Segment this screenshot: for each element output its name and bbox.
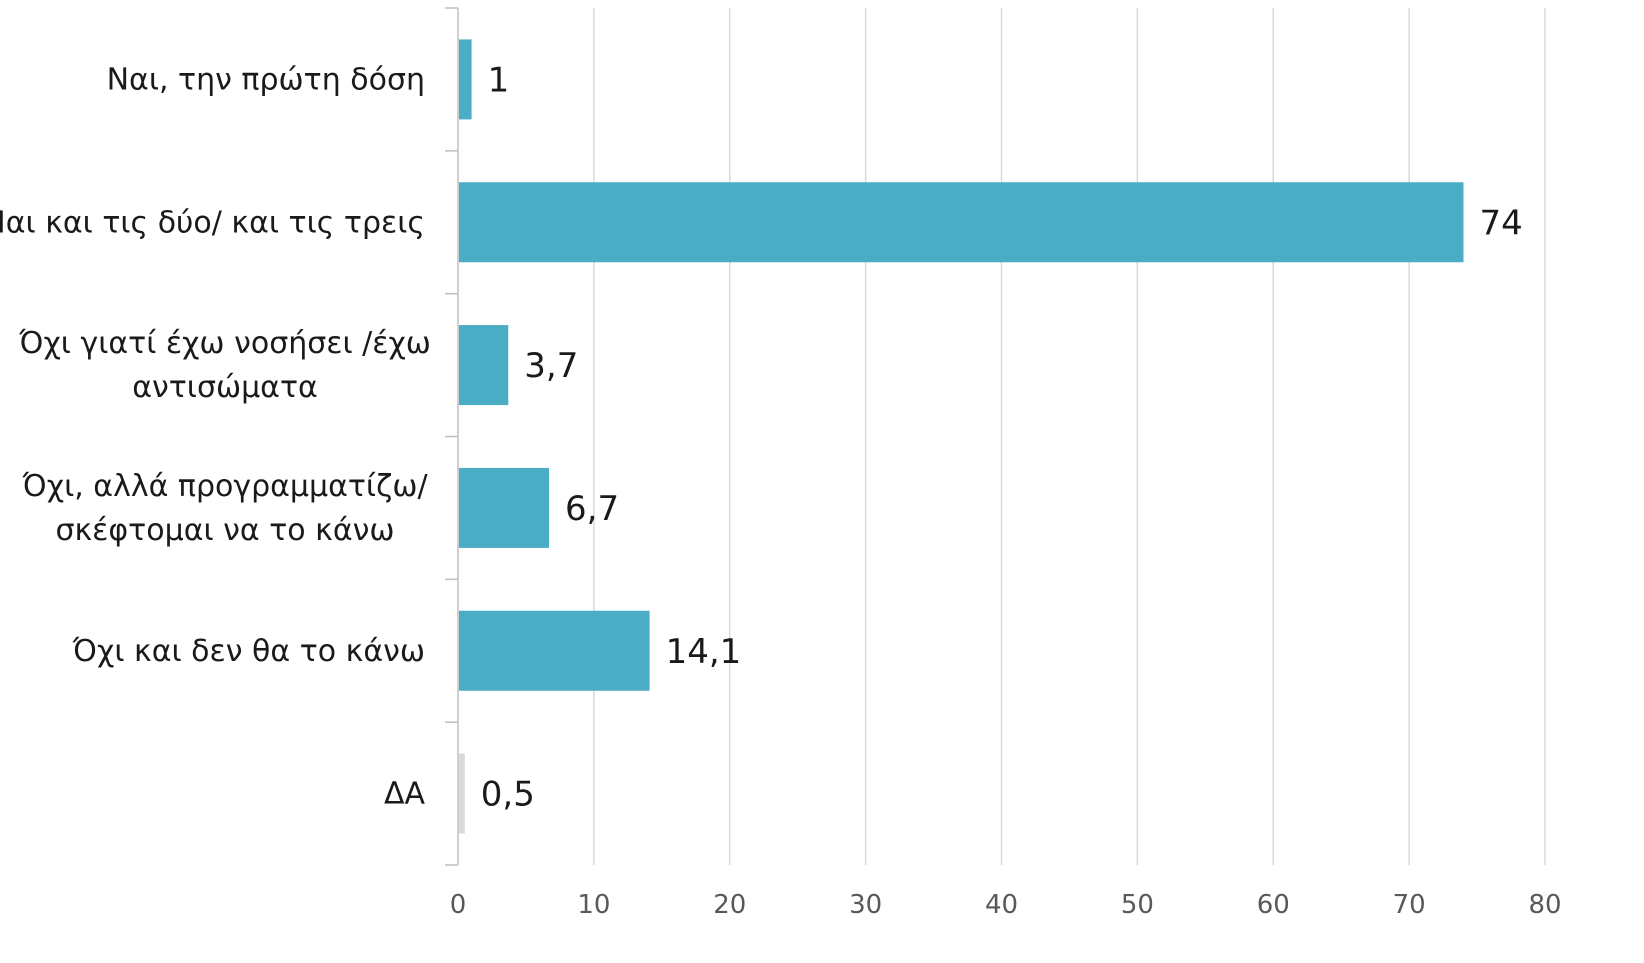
x-tick-label: 40 — [985, 890, 1018, 920]
value-label: 74 — [1479, 203, 1522, 243]
bars — [459, 39, 1464, 834]
value-label: 6,7 — [565, 489, 619, 529]
gridlines — [593, 8, 1546, 865]
category-label: Όχι γιατί έχω νοσήσει /έχω — [18, 326, 431, 361]
value-label: 14,1 — [666, 632, 742, 672]
labels: 0 10 20 30 40 50 60 70 80 1 Ναι, την πρώτη δόση 74 Ν… — [0, 60, 1562, 920]
value-label: 0,5 — [481, 775, 535, 815]
category-label: Ναι και τις δύο/ και τις τρεις — [0, 205, 425, 240]
bar — [459, 325, 509, 406]
axes — [445, 7, 459, 866]
bar — [459, 610, 650, 691]
x-tick-label: 10 — [577, 890, 610, 920]
bar — [459, 39, 472, 120]
x-tick-label: 70 — [1393, 890, 1426, 920]
x-tick-label: 50 — [1121, 890, 1154, 920]
x-tick-label: 80 — [1528, 890, 1561, 920]
bar — [459, 182, 1464, 263]
category-label: Ναι, την πρώτη δόση — [107, 62, 425, 97]
x-tick-label: 60 — [1257, 890, 1290, 920]
category-label: ΔΑ — [384, 777, 426, 812]
x-tick-label: 30 — [849, 890, 882, 920]
x-tick-label: 0 — [450, 890, 467, 920]
x-tick-label: 20 — [713, 890, 746, 920]
category-label: Όχι, αλλά προγραμματίζω/ — [21, 469, 428, 504]
value-label: 1 — [488, 60, 510, 100]
bar — [459, 467, 550, 548]
category-label: αντισώματα — [132, 370, 318, 405]
bar — [459, 753, 465, 834]
value-label: 3,7 — [524, 346, 578, 386]
category-label: Όχι και δεν θα το κάνω — [72, 634, 425, 669]
category-label: σκέφτομαι να το κάνω — [55, 513, 394, 548]
